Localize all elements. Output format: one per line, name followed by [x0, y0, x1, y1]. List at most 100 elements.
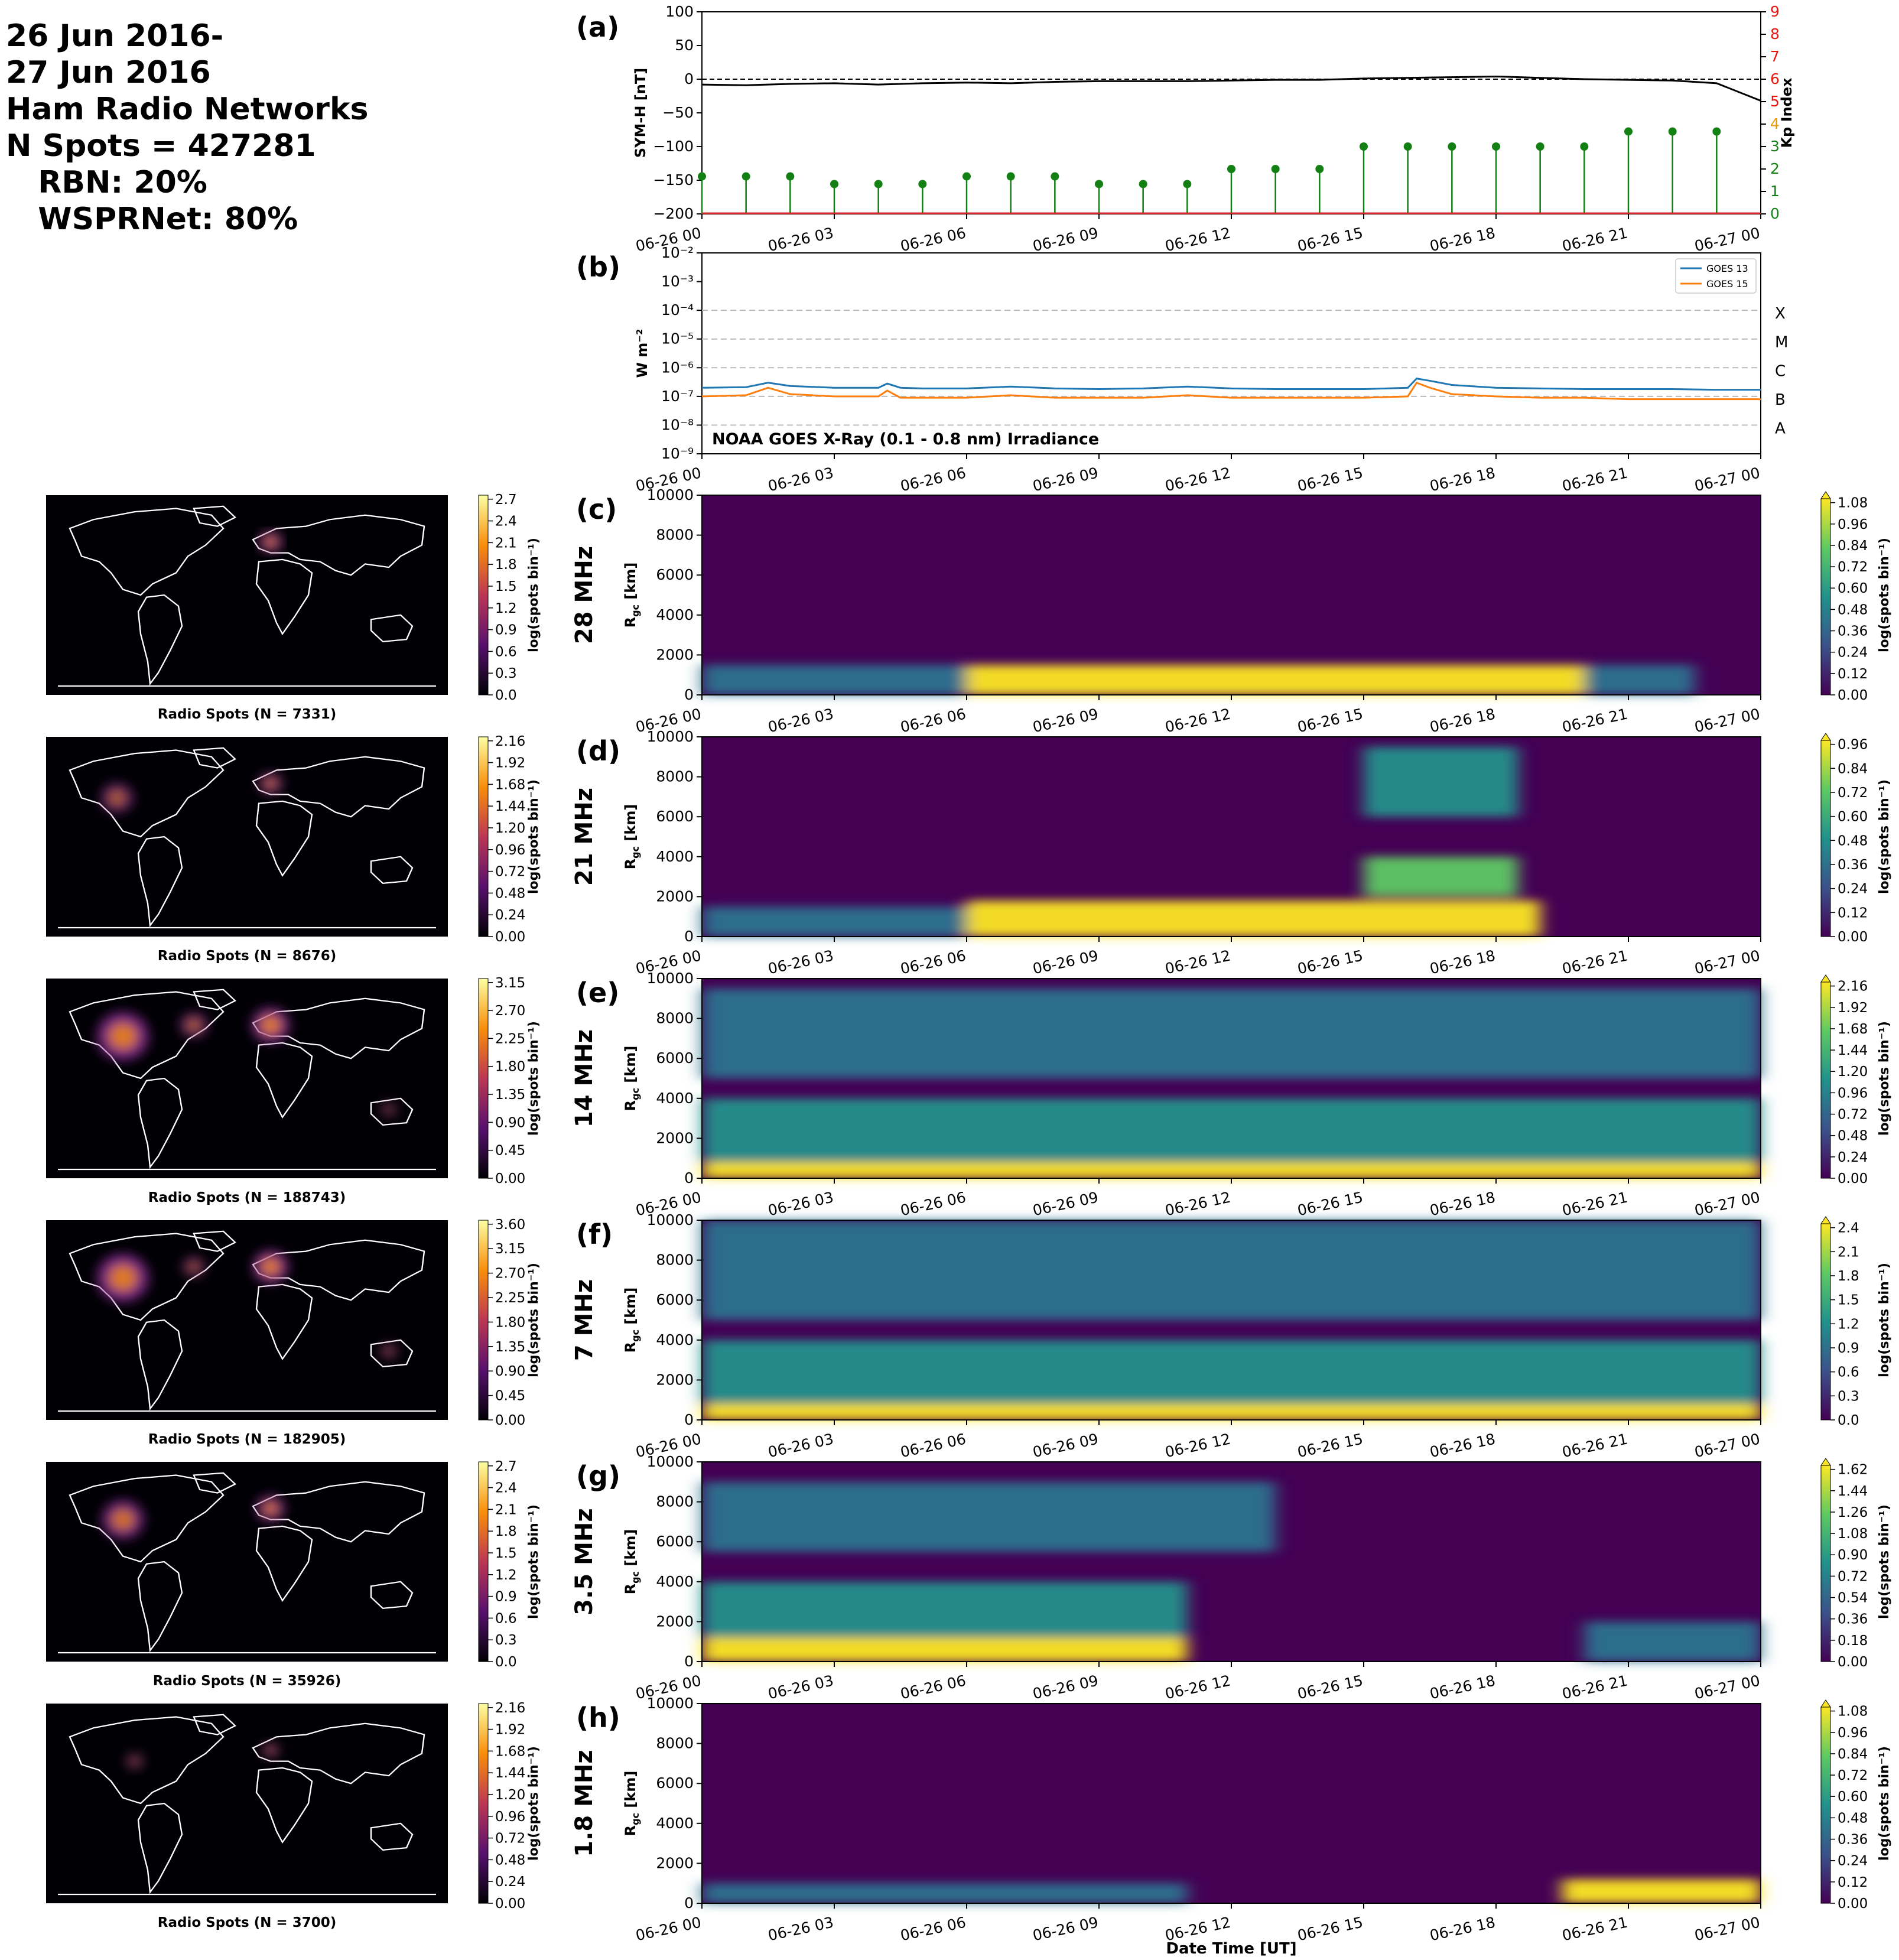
y-tick-label: 0 — [684, 1411, 694, 1428]
spot-density — [259, 531, 282, 553]
rgc-ylabel: Rgc [km] — [622, 804, 641, 870]
x-tick-label: 06-26 12 — [1163, 1672, 1232, 1703]
x-tick-label: 06-26 18 — [1428, 464, 1497, 495]
rgc-ylabel: Rgc [km] — [622, 1771, 641, 1837]
density-core — [261, 1257, 281, 1276]
coastline-path — [370, 856, 414, 885]
cbar-tick-label: 1.26 — [1838, 1505, 1868, 1520]
x-tick-label: 06-26 03 — [766, 1914, 835, 1945]
x-tick-label: 06-26 21 — [1560, 706, 1629, 736]
map-colorbar — [478, 736, 489, 937]
rgc-heatmap-background — [702, 1704, 1761, 1903]
coastline-path — [255, 1042, 313, 1119]
kp-marker — [1403, 142, 1412, 151]
coastline-path — [193, 505, 236, 527]
cbar-tick-label: 1.08 — [1838, 496, 1868, 511]
panel-b: (b) 10⁻² 10⁻³ 10⁻⁴ 10⁻⁵ 10⁻⁶ 10⁻⁷ 10⁻⁸ 10⁻⁹ W m⁻²… — [576, 244, 1788, 462]
y-tick-label: 10000 — [646, 1695, 694, 1712]
cbar-tick-label: 0.96 — [1838, 1725, 1868, 1741]
coastline-path — [252, 997, 425, 1059]
header-line-6: WSPRNet: 80% — [6, 201, 298, 237]
heatmap-cell — [702, 665, 967, 695]
heatmap-cell — [967, 901, 1540, 937]
y2-tick-label: 9 — [1770, 3, 1780, 20]
coastline-path — [137, 836, 183, 928]
rgc-cbar-label: log(spots bin⁻¹) — [1877, 1504, 1892, 1619]
cbar-tick-label: 0.36 — [1838, 624, 1868, 639]
kp-marker — [1712, 127, 1721, 136]
panel-letter: (f) — [576, 1218, 613, 1250]
x-tick-label: 06-26 15 — [1296, 1672, 1364, 1703]
x-tick-label: 06-26 12 — [1163, 706, 1232, 736]
coastline-path — [370, 1097, 414, 1126]
cbar-tick-label: 0.90 — [495, 1115, 525, 1130]
frequency-label: 14 MHz — [571, 1029, 598, 1127]
x-tick-label: 06-26 03 — [766, 1431, 835, 1461]
panel-letter: (c) — [576, 493, 617, 525]
x-tick-label: 06-27 00 — [1693, 1672, 1761, 1703]
y-tick-label: 2000 — [656, 646, 694, 663]
frequency-label: 1.8 MHz — [571, 1750, 598, 1857]
flare-class-label: X — [1775, 305, 1786, 323]
x-tick-label: 06-27 00 — [1693, 1431, 1761, 1461]
x-tick-label: 06-26 09 — [1031, 464, 1100, 495]
map-background — [46, 737, 448, 937]
y-tick-label: 0 — [684, 1169, 694, 1187]
cbar-tick-label: 0.48 — [1838, 1129, 1868, 1144]
panel-b-time-axis: 06-26 00 06-26 03 06-26 06 06-26 09 06-26 12… — [634, 454, 1761, 495]
x-axis-label: Date Time [UT] — [1166, 1940, 1296, 1958]
map-title: Radio Spots (N = 182905) — [148, 1432, 346, 1447]
cbar-tick-label: 0.72 — [495, 1831, 525, 1847]
x-tick-label: 06-26 00 — [634, 1914, 703, 1945]
y-tick-label: 100 — [665, 3, 694, 20]
x-tick-label: 06-26 09 — [1031, 1431, 1100, 1461]
rgc-ylabel: Rgc [km] — [622, 563, 641, 628]
kp-marker — [1006, 172, 1015, 181]
x-tick-label: 06-26 12 — [1163, 947, 1232, 978]
y2-tick-label: 4 — [1770, 115, 1780, 132]
cbar-tick-label: 0.48 — [495, 886, 525, 901]
y-tick-label: 6000 — [656, 1774, 694, 1792]
frequency-label: 3.5 MHz — [571, 1508, 598, 1615]
rgc-heatmap-cells — [702, 1220, 1761, 1420]
y-tick-label: 10000 — [646, 970, 694, 987]
y2-tick-label: 6 — [1770, 70, 1780, 87]
cbar-tick-label: 1.08 — [1838, 1526, 1868, 1542]
y-tick-label: 0 — [684, 1653, 694, 1670]
x-tick-label: 06-27 00 — [1693, 225, 1761, 255]
cbar-tick-label: 1.44 — [1838, 1484, 1868, 1499]
panel-b-frame — [701, 252, 1761, 454]
cbar-tick-label: 0.0 — [1838, 1413, 1859, 1428]
x-tick-label: 06-27 00 — [1693, 706, 1761, 736]
y-tick-label: 8000 — [656, 1735, 694, 1752]
density-core — [108, 1022, 138, 1050]
y-tick-label: 8000 — [656, 526, 694, 544]
spot-density — [125, 1742, 279, 1770]
cbar-tick-label: 0.45 — [495, 1143, 525, 1159]
x-tick-label: 06-26 15 — [1296, 947, 1364, 978]
map-colorbar — [478, 1703, 489, 1904]
density-core — [187, 1260, 200, 1273]
x-tick-label: 06-26 06 — [899, 947, 967, 978]
y2-tick-label: 7 — [1770, 48, 1780, 65]
cbar-tick-label: 1.5 — [495, 1546, 517, 1561]
map-cbar-label: log(spots bin⁻¹) — [526, 1746, 541, 1861]
x-tick-label: 06-26 12 — [1163, 1431, 1232, 1461]
y-tick-label: 0 — [684, 928, 694, 945]
x-tick-label: 06-26 15 — [1296, 1914, 1364, 1945]
x-tick-label: 06-26 06 — [899, 225, 967, 255]
cbar-tick-label: 1.80 — [495, 1315, 525, 1330]
density-core — [111, 1509, 135, 1531]
rgc-colorbar — [1820, 1223, 1831, 1421]
x-tick-label: 06-26 21 — [1560, 1431, 1629, 1461]
cbar-tick-label: 0.72 — [1838, 1107, 1868, 1123]
y-tick-label: 10⁻³ — [661, 273, 694, 290]
y2-tick-label: 3 — [1770, 138, 1780, 155]
x-tick-label: 06-26 03 — [766, 947, 835, 978]
cbar-tick-label: 0.48 — [1838, 1811, 1868, 1826]
kp-marker — [1360, 142, 1368, 151]
rgc-2-time-axis: 06-26 00 06-26 03 06-26 06 06-26 09 06-26 12… — [634, 1178, 1761, 1219]
kp-marker — [786, 172, 795, 181]
coastline-path — [193, 989, 236, 1010]
coastline-path — [370, 1822, 414, 1851]
